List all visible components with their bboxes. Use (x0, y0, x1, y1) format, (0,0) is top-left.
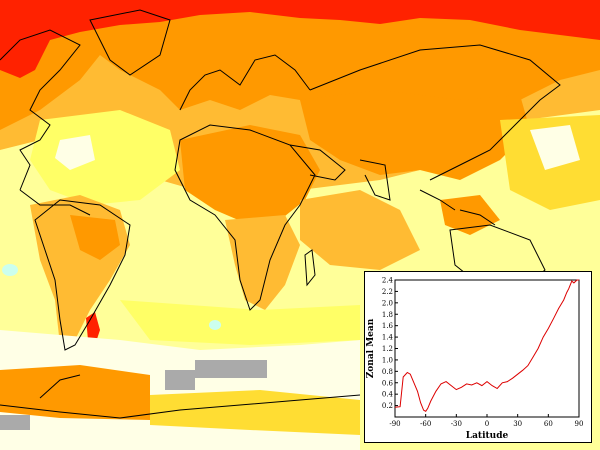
missing-data-patch-2 (195, 360, 267, 378)
south-america-orange (70, 215, 120, 260)
atlantic-light-zone (30, 110, 180, 205)
cool-anomaly-patch-2 (209, 320, 221, 330)
indian-ocean-gold (300, 190, 420, 270)
pacific-orange-cells (440, 195, 500, 235)
y-tick-label: 2.0 (382, 299, 393, 307)
x-axis-label: Latitude (466, 431, 509, 441)
y-tick-label: 2.2 (382, 288, 393, 296)
zonal-mean-line (394, 279, 579, 412)
arctic-red-band (0, 0, 600, 78)
southern-ocean-yellow-band (120, 300, 360, 345)
x-tick-label: -60 (420, 420, 431, 428)
y-ticks: 0.2 0.4 0.6 0.8 1.0 1.2 1.4 1.6 1.8 2.0 2.2 2.4 (382, 277, 398, 410)
x-tick-label: 60 (544, 420, 553, 428)
y-tick-label: 0.2 (382, 402, 393, 410)
y-tick-label: 0.4 (382, 391, 394, 399)
coastlines (0, 9, 561, 419)
x-tick-label: -30 (451, 420, 462, 428)
plot-frame (394, 279, 580, 418)
y-tick-label: 1.8 (382, 311, 393, 319)
cool-anomaly-patch-1 (2, 264, 18, 276)
y-tick-label: 1.2 (382, 345, 393, 353)
antarctic-yellow-band (150, 390, 360, 435)
y-tick-label: 0.6 (382, 379, 394, 387)
y-tick-label: 1.0 (382, 356, 393, 364)
pacific-pale-patch (530, 125, 580, 170)
missing-data-patch-3 (0, 415, 30, 430)
inset-chart-svg: 0.2 0.4 0.6 0.8 1.0 1.2 1.4 1.6 1.8 2.0 2.2 2.4 -90… (366, 277, 583, 442)
missing-data-patch-1 (165, 370, 195, 390)
atlantic-pale-patch (55, 135, 95, 170)
x-ticks: -90 -60 -30 0 30 60 90 (389, 414, 583, 428)
x-tick-label: 90 (575, 420, 584, 428)
y-tick-label: 1.4 (382, 334, 394, 342)
africa-orange-region (180, 125, 320, 225)
x-tick-label: -90 (389, 420, 400, 428)
africa-gold-region (225, 215, 300, 310)
y-tick-label: 1.6 (382, 322, 394, 330)
y-tick-label: 2.4 (382, 277, 394, 285)
x-tick-label: 30 (513, 420, 522, 428)
y-tick-label: 0.8 (382, 368, 393, 376)
x-tick-label: 0 (485, 420, 489, 428)
antarctic-orange-band (0, 365, 150, 420)
zonal-mean-inset-chart: 0.2 0.4 0.6 0.8 1.0 1.2 1.4 1.6 1.8 2.0 2.2 2.4 -90… (364, 271, 592, 443)
asia-orange-region (300, 90, 530, 180)
y-axis-label: Zonal Mean (366, 318, 376, 378)
